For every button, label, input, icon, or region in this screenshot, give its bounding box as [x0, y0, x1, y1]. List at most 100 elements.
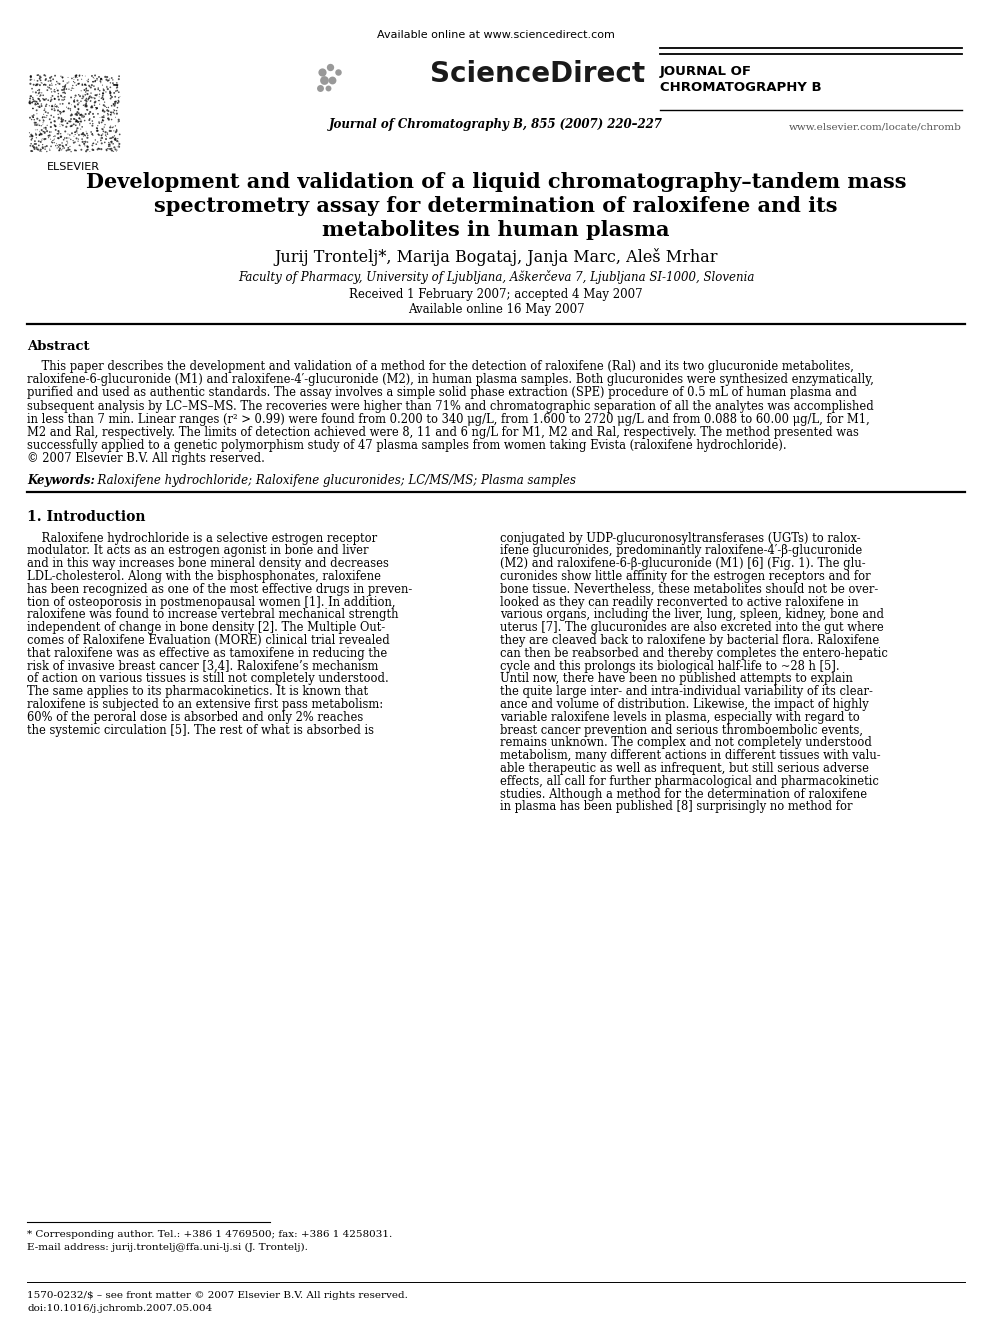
- Text: * Corresponding author. Tel.: +386 1 4769500; fax: +386 1 4258031.: * Corresponding author. Tel.: +386 1 476…: [27, 1230, 392, 1240]
- Point: [75, 86, 91, 107]
- Point: [91, 94, 107, 115]
- Point: [71, 73, 87, 94]
- Point: [94, 119, 110, 140]
- Point: [37, 89, 53, 110]
- Point: [102, 85, 118, 106]
- Point: [83, 97, 99, 118]
- Text: Development and validation of a liquid chromatography–tandem mass: Development and validation of a liquid c…: [85, 172, 907, 192]
- Point: [47, 114, 62, 135]
- Point: [87, 97, 103, 118]
- Point: [107, 91, 123, 112]
- Point: [97, 95, 113, 116]
- Point: [37, 122, 53, 143]
- Point: [30, 65, 46, 86]
- Point: [51, 107, 66, 128]
- Point: [98, 69, 114, 90]
- Text: effects, all call for further pharmacological and pharmacokinetic: effects, all call for further pharmacolo…: [500, 775, 879, 787]
- Point: [26, 138, 42, 159]
- Point: [34, 71, 50, 93]
- Point: [77, 74, 93, 95]
- Point: [23, 93, 39, 114]
- Point: [30, 95, 46, 116]
- Point: [40, 102, 56, 123]
- Point: [36, 74, 52, 95]
- Text: curonides show little affinity for the estrogen receptors and for: curonides show little affinity for the e…: [500, 570, 871, 583]
- Point: [81, 103, 97, 124]
- Point: [60, 140, 75, 161]
- Point: [35, 128, 51, 149]
- Point: [110, 111, 126, 132]
- Point: [109, 101, 125, 122]
- Point: [28, 82, 44, 103]
- Point: [42, 140, 58, 161]
- Point: [102, 120, 118, 142]
- Point: [105, 134, 121, 155]
- Point: [75, 95, 91, 116]
- Text: M2 and Ral, respectively. The limits of detection achieved were 8, 11 and 6 ng/L: M2 and Ral, respectively. The limits of …: [27, 426, 859, 439]
- Point: [89, 118, 105, 139]
- Point: [73, 124, 89, 146]
- Point: [41, 90, 57, 111]
- Point: [37, 99, 53, 120]
- Point: [29, 99, 45, 120]
- Point: [62, 115, 78, 136]
- Point: [87, 71, 103, 93]
- Point: [75, 126, 91, 147]
- Point: [98, 140, 114, 161]
- Point: [99, 123, 115, 144]
- Point: [50, 127, 65, 148]
- Point: [79, 99, 95, 120]
- Point: [78, 120, 94, 142]
- Point: [74, 106, 90, 127]
- Point: [107, 99, 123, 120]
- Text: Raloxifene hydrochloride is a selective estrogen receptor: Raloxifene hydrochloride is a selective …: [27, 532, 377, 545]
- Point: [31, 89, 47, 110]
- Point: [30, 114, 46, 135]
- Point: [322, 57, 338, 78]
- Point: [43, 87, 59, 108]
- Text: raloxifene is subjected to an extensive first pass metabolism:: raloxifene is subjected to an extensive …: [27, 699, 383, 710]
- Text: in less than 7 min. Linear ranges (r² > 0.99) were found from 0.200 to 340 μg/L,: in less than 7 min. Linear ranges (r² > …: [27, 413, 870, 426]
- Text: www.elsevier.com/locate/chromb: www.elsevier.com/locate/chromb: [789, 122, 962, 131]
- Point: [62, 136, 78, 157]
- Point: [29, 127, 45, 148]
- Point: [85, 132, 101, 153]
- Point: [89, 98, 105, 119]
- Point: [82, 86, 98, 107]
- Point: [53, 123, 68, 144]
- Point: [108, 81, 124, 102]
- Point: [73, 105, 89, 126]
- Point: [65, 78, 81, 99]
- Point: [28, 94, 44, 115]
- Text: spectrometry assay for determination of raloxifene and its: spectrometry assay for determination of …: [154, 196, 838, 216]
- Point: [34, 124, 50, 146]
- Point: [69, 90, 85, 111]
- Point: [90, 124, 106, 146]
- Point: [76, 79, 92, 101]
- Point: [93, 69, 109, 90]
- Point: [61, 123, 76, 144]
- Point: [62, 101, 78, 122]
- Point: [106, 94, 122, 115]
- Point: [111, 135, 127, 156]
- Point: [25, 107, 41, 128]
- Point: [92, 107, 108, 128]
- Point: [109, 103, 125, 124]
- Point: [36, 103, 52, 124]
- Text: This paper describes the development and validation of a method for the detectio: This paper describes the development and…: [27, 360, 854, 373]
- Point: [45, 130, 61, 151]
- Point: [32, 82, 48, 103]
- Point: [79, 127, 95, 148]
- Point: [76, 90, 92, 111]
- Point: [47, 89, 62, 110]
- Point: [111, 82, 127, 103]
- Point: [55, 79, 70, 101]
- Point: [46, 126, 62, 147]
- Point: [96, 116, 112, 138]
- Point: [111, 91, 127, 112]
- Point: [34, 130, 50, 151]
- Point: [90, 120, 106, 142]
- Point: [42, 139, 58, 160]
- Point: [71, 108, 87, 130]
- Point: [24, 91, 40, 112]
